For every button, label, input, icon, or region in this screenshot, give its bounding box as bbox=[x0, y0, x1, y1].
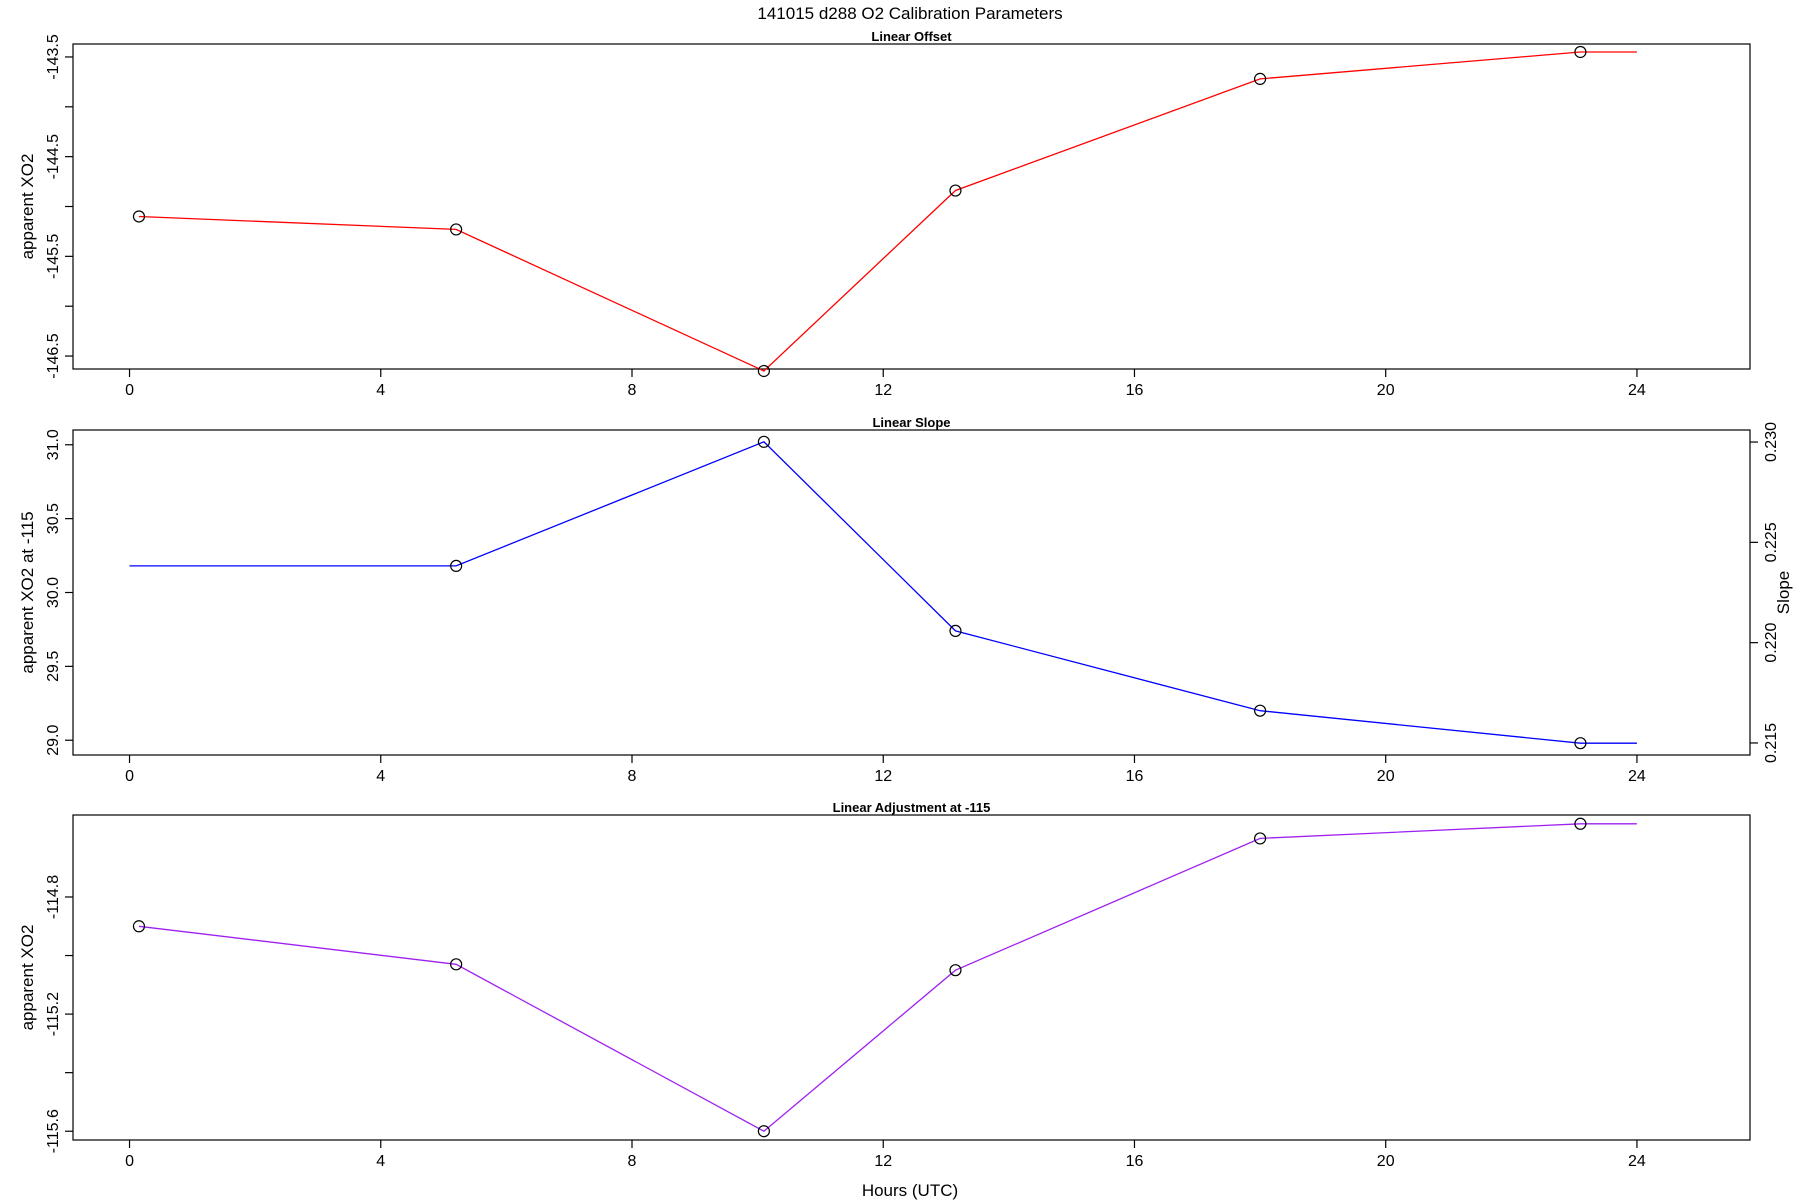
x-tick-label: 20 bbox=[1377, 768, 1395, 785]
data-point bbox=[450, 958, 463, 971]
x-tick-label: 8 bbox=[628, 768, 637, 785]
y2-tick-label: 0.230 bbox=[1763, 422, 1780, 462]
y-tick-label: 29.0 bbox=[45, 725, 62, 756]
data-point bbox=[1253, 72, 1267, 85]
data-point bbox=[1574, 817, 1587, 830]
y-tick-label: -145.5 bbox=[45, 234, 62, 279]
y2-tick-label: 0.225 bbox=[1763, 522, 1780, 562]
y-axis-label: apparent XO2 bbox=[18, 925, 37, 1031]
panel-3: Linear Adjustment at -115 0 4 8 12 16 20 24 -115… bbox=[18, 800, 1751, 1170]
y-tick-label: -144.5 bbox=[45, 134, 62, 179]
data-point bbox=[1574, 737, 1587, 750]
data-point bbox=[1574, 45, 1587, 59]
panel-title: Linear Offset bbox=[871, 29, 952, 44]
y-tick-label: 31.0 bbox=[45, 429, 62, 460]
data-point bbox=[757, 364, 770, 378]
x-tick-label: 12 bbox=[874, 382, 892, 399]
x-tick-label: 24 bbox=[1628, 382, 1646, 399]
x-tick-label: 20 bbox=[1377, 382, 1395, 399]
x-tick-label: 0 bbox=[125, 768, 134, 785]
data-point bbox=[132, 210, 146, 223]
y-tick-label: 30.0 bbox=[45, 577, 62, 608]
x-tick-label: 16 bbox=[1126, 382, 1144, 399]
data-point bbox=[1253, 704, 1267, 717]
x-tick-label: 0 bbox=[125, 382, 134, 399]
y2-tick-label: 0.215 bbox=[1763, 723, 1780, 763]
plot-frame bbox=[72, 429, 1751, 756]
data-point bbox=[949, 624, 962, 638]
y2-axis-label: Slope bbox=[1774, 571, 1793, 614]
x-tick-label: 24 bbox=[1628, 768, 1646, 785]
y-tick-label: -115.2 bbox=[45, 992, 62, 1036]
data-point bbox=[450, 559, 463, 573]
panel-1: Linear Offset 0 4 8 12 16 20 24 -146.5 -145.5 -144… bbox=[18, 29, 1751, 399]
x-tick-label: 8 bbox=[628, 382, 637, 399]
x-tick-label: 12 bbox=[874, 1153, 892, 1170]
figure-title: 141015 d288 O2 Calibration Parameters bbox=[757, 4, 1062, 23]
data-point bbox=[949, 184, 962, 197]
x-tick-label: 12 bbox=[874, 768, 892, 785]
series-line bbox=[138, 823, 1637, 1132]
x-tick-label: 4 bbox=[376, 382, 385, 399]
x-tick-label: 0 bbox=[125, 1153, 134, 1170]
x-tick-label: 16 bbox=[1126, 1153, 1144, 1170]
data-point bbox=[949, 964, 962, 977]
y-tick-label: -146.5 bbox=[45, 333, 62, 378]
x-tick-label: 20 bbox=[1377, 1153, 1395, 1170]
x-tick-label: 4 bbox=[376, 1153, 385, 1170]
panel-title: Linear Slope bbox=[872, 415, 950, 430]
panel-title: Linear Adjustment at -115 bbox=[833, 800, 991, 815]
y-tick-label: -143.5 bbox=[45, 34, 62, 79]
y-tick-label: 29.5 bbox=[45, 651, 62, 682]
figure-x-axis-label: Hours (UTC) bbox=[862, 1181, 958, 1200]
data-point bbox=[450, 223, 463, 236]
x-tick-label: 8 bbox=[628, 1153, 637, 1170]
series-line bbox=[129, 441, 1637, 744]
data-point bbox=[132, 920, 146, 933]
plot-frame bbox=[72, 814, 1751, 1141]
x-tick-label: 4 bbox=[376, 768, 385, 785]
y-axis-label: apparent XO2 at -115 bbox=[18, 511, 37, 673]
data-point bbox=[757, 435, 770, 448]
x-tick-label: 16 bbox=[1126, 768, 1144, 785]
data-point bbox=[1253, 832, 1267, 845]
y-tick-label: -115.6 bbox=[45, 1109, 62, 1153]
y-tick-label: 30.5 bbox=[45, 503, 62, 534]
y2-tick-label: 0.220 bbox=[1763, 623, 1780, 663]
series-line bbox=[138, 51, 1637, 372]
data-point bbox=[757, 1125, 770, 1138]
y-axis-label: apparent XO2 bbox=[18, 154, 37, 260]
plot-frame bbox=[72, 43, 1751, 370]
panel-2: Linear Slope 0 4 8 12 16 20 24 29.0 29.5 30.0 30.5 3… bbox=[18, 415, 1793, 785]
y-tick-label: -114.8 bbox=[45, 875, 62, 919]
x-tick-label: 24 bbox=[1628, 1153, 1646, 1170]
